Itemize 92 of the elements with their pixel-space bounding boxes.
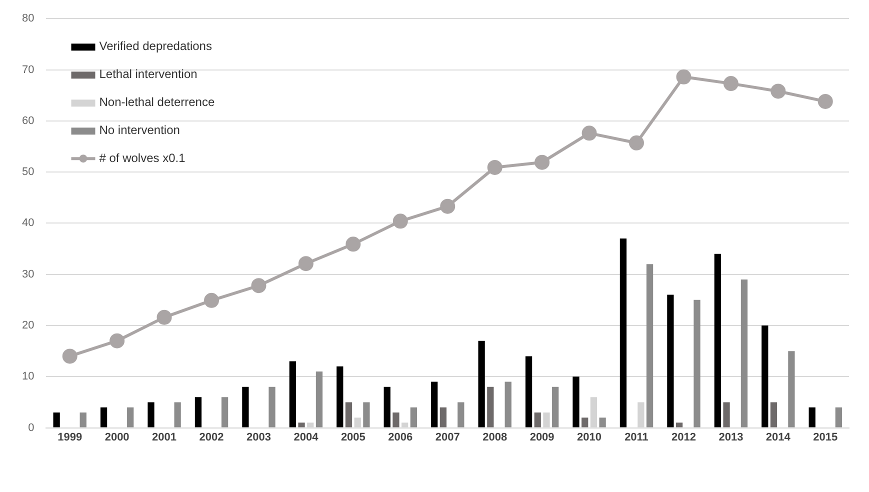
point xyxy=(110,333,125,348)
bar xyxy=(316,372,323,428)
bar xyxy=(53,412,60,428)
bar xyxy=(835,407,842,428)
bar xyxy=(504,382,512,428)
point xyxy=(770,84,786,99)
bar xyxy=(534,412,541,428)
y-tick-label: 0 xyxy=(28,422,34,434)
bar xyxy=(620,238,627,428)
bar xyxy=(100,407,108,428)
bar xyxy=(487,386,494,428)
legend-label: No intervention xyxy=(99,122,180,137)
bar xyxy=(242,386,249,428)
bar xyxy=(194,397,202,428)
x-tick-label: 2003 xyxy=(246,431,271,444)
bar xyxy=(384,386,390,428)
bar xyxy=(174,402,181,428)
point xyxy=(629,135,644,150)
bar xyxy=(723,402,730,428)
x-tick-label: 2014 xyxy=(766,431,792,444)
bar xyxy=(762,326,768,428)
bar xyxy=(770,402,778,428)
bar xyxy=(458,402,464,428)
y-tick-label: 10 xyxy=(22,370,34,383)
y-tick-label: 30 xyxy=(22,268,34,280)
bar xyxy=(289,361,296,428)
bar xyxy=(808,407,816,428)
point xyxy=(346,236,361,252)
bar xyxy=(298,422,305,428)
x-tick-label: 2008 xyxy=(482,431,508,444)
bar xyxy=(148,402,154,428)
bar xyxy=(714,254,721,428)
y-tick-label: 50 xyxy=(22,166,34,178)
x-tick-label: 1999 xyxy=(58,431,82,444)
bar xyxy=(268,386,276,428)
x-tick-label: 2012 xyxy=(671,431,696,444)
bar xyxy=(694,300,700,428)
bar xyxy=(667,294,674,428)
bar xyxy=(740,279,748,428)
point xyxy=(676,69,692,84)
x-tick-label: 2005 xyxy=(340,431,366,444)
bar xyxy=(431,382,438,428)
point xyxy=(298,256,314,272)
y-tick-label: 20 xyxy=(22,320,34,332)
point xyxy=(723,76,738,92)
point xyxy=(251,278,266,294)
bar xyxy=(788,351,795,428)
bar xyxy=(127,407,134,428)
bar xyxy=(478,340,485,428)
bar xyxy=(572,376,580,428)
bar xyxy=(345,402,352,428)
point xyxy=(156,310,172,325)
x-tick-label: 2004 xyxy=(294,431,320,444)
bar xyxy=(582,418,588,428)
x-tick-label: 2009 xyxy=(530,431,554,444)
bar xyxy=(336,366,344,428)
legend-label: Non-lethal deterrence xyxy=(99,94,215,109)
bar xyxy=(599,418,606,428)
x-tick-label: 2011 xyxy=(624,431,648,444)
bar xyxy=(646,264,654,428)
bar xyxy=(221,397,228,428)
point xyxy=(534,154,550,170)
x-tick-label: 2007 xyxy=(435,431,460,444)
point xyxy=(440,198,456,214)
legend-label: # of wolves x0.1 xyxy=(99,150,186,165)
bar xyxy=(440,407,447,428)
bar xyxy=(410,407,417,428)
point xyxy=(392,214,408,229)
bar xyxy=(525,356,532,428)
bar xyxy=(676,422,683,428)
x-tick-label: 2002 xyxy=(199,431,224,444)
point xyxy=(818,94,833,109)
x-tick-label: 2001 xyxy=(152,431,177,444)
x-tick-label: 2006 xyxy=(388,431,413,444)
legend-label: Verified depredations xyxy=(99,38,212,53)
x-tick-label: 2013 xyxy=(718,431,744,444)
point xyxy=(204,292,220,308)
point xyxy=(582,126,597,141)
bar xyxy=(80,412,86,428)
y-tick-label: 60 xyxy=(22,114,34,127)
y-tick-label: 40 xyxy=(22,217,34,230)
bar xyxy=(552,386,559,428)
point xyxy=(62,348,78,364)
x-tick-label: 2010 xyxy=(577,431,602,444)
bar xyxy=(392,412,400,428)
bar xyxy=(363,402,370,428)
legend-label: Lethal intervention xyxy=(99,66,198,81)
point xyxy=(487,160,502,175)
x-tick-label: 2000 xyxy=(104,431,130,444)
x-tick-label: 2015 xyxy=(813,431,838,444)
y-tick-label: 80 xyxy=(22,12,34,25)
y-tick-label: 70 xyxy=(22,64,34,76)
